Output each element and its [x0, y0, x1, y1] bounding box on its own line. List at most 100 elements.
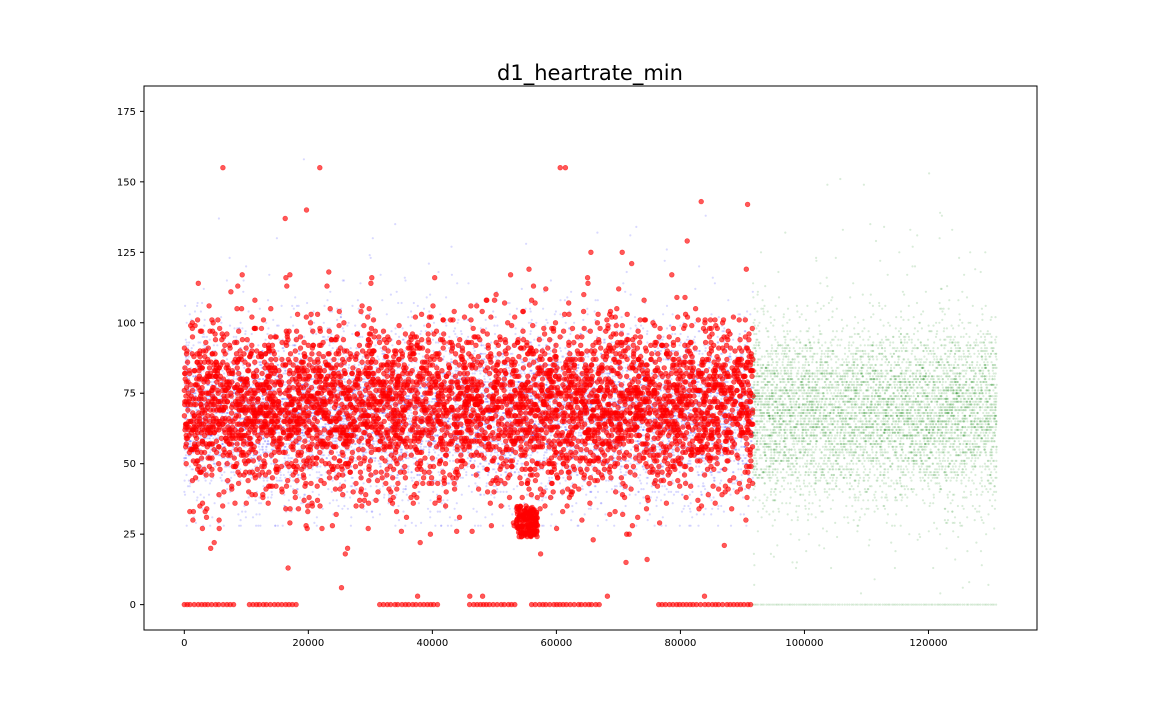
data-point [434, 434, 437, 437]
data-point [278, 338, 281, 341]
data-point [523, 372, 526, 375]
data-point [242, 279, 245, 282]
data-point [201, 301, 204, 305]
data-point [605, 519, 608, 522]
data-point [688, 434, 691, 437]
data-point [704, 214, 707, 217]
data-point [375, 440, 378, 443]
data-point [529, 454, 533, 457]
data-point [642, 468, 645, 471]
data-point [220, 473, 223, 477]
data-point [406, 411, 409, 415]
data-point [270, 496, 273, 499]
chart-title: d1_heartrate_min [497, 61, 683, 86]
data-point [491, 513, 494, 516]
data-point [391, 403, 394, 406]
data-point [341, 327, 344, 330]
data-point [185, 321, 188, 324]
data-point [292, 307, 295, 310]
data-point [624, 290, 627, 293]
data-point [212, 344, 215, 347]
data-point [712, 462, 715, 465]
data-point [347, 375, 350, 378]
data-point [208, 437, 212, 440]
data-point [422, 307, 426, 310]
data-point [478, 476, 481, 479]
data-point [672, 395, 675, 398]
data-point [482, 358, 486, 361]
data-point [700, 493, 703, 496]
data-point [432, 321, 436, 324]
data-point [643, 426, 646, 429]
data-point [259, 524, 262, 527]
data-point [232, 471, 235, 474]
data-point [485, 327, 488, 330]
data-point [237, 513, 240, 516]
data-point [410, 411, 413, 415]
data-point [657, 378, 660, 381]
data-point [281, 524, 284, 527]
data-point [319, 465, 322, 468]
data-point [686, 411, 690, 415]
data-point [550, 476, 554, 479]
data-point [701, 471, 704, 474]
data-point [493, 324, 496, 327]
data-point [549, 524, 553, 527]
data-point [407, 316, 410, 319]
data-point [315, 386, 318, 389]
data-point [405, 493, 408, 496]
data-point [291, 304, 294, 307]
data-point [577, 431, 581, 434]
data-point [379, 273, 382, 276]
data-point [404, 488, 407, 491]
data-point [710, 499, 713, 502]
data-point [640, 482, 643, 485]
data-point [429, 516, 432, 519]
data-point [720, 397, 723, 400]
data-point [648, 513, 651, 516]
data-point [710, 313, 713, 316]
data-point [183, 490, 186, 493]
data-point [223, 372, 226, 375]
data-point [275, 476, 278, 479]
data-point [661, 338, 664, 341]
data-point [419, 395, 423, 398]
data-point [196, 304, 199, 307]
data-point [736, 479, 739, 482]
data-point [553, 313, 556, 316]
data-point [737, 448, 741, 451]
data-point [282, 349, 285, 353]
data-point [394, 327, 397, 330]
data-point [655, 496, 659, 499]
data-point [646, 476, 650, 479]
data-point [375, 485, 378, 488]
data-point [495, 471, 498, 474]
data-point [220, 316, 223, 319]
data-point [479, 493, 482, 496]
data-point [720, 479, 723, 482]
data-point [564, 479, 567, 482]
data-point [711, 507, 714, 510]
data-point [341, 507, 344, 510]
data-point [732, 338, 735, 341]
data-point [542, 307, 545, 310]
data-point [187, 479, 190, 482]
data-point [448, 335, 451, 338]
data-point [351, 378, 354, 381]
data-point [372, 440, 375, 443]
data-point [500, 473, 503, 477]
data-point [281, 400, 284, 403]
data-point [689, 510, 692, 513]
data-point [611, 375, 615, 378]
data-point [195, 499, 198, 502]
data-point [619, 471, 623, 474]
data-point [721, 352, 724, 355]
data-point [667, 490, 670, 493]
data-point [700, 493, 703, 496]
data-point [413, 476, 416, 479]
data-point [562, 476, 565, 479]
data-point [302, 335, 306, 338]
data-point [345, 355, 348, 358]
data-point [335, 499, 338, 502]
data-point [259, 502, 263, 505]
